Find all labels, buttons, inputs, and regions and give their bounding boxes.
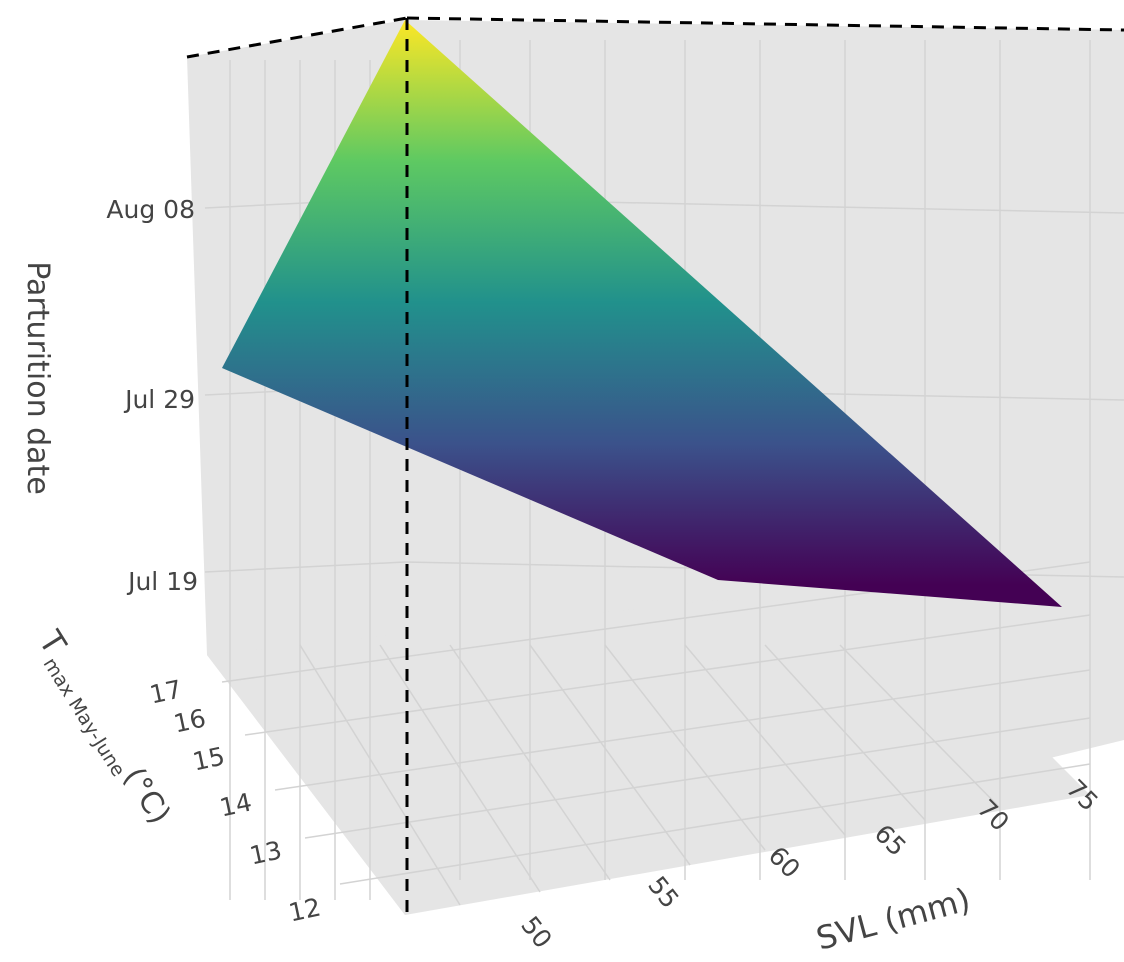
y-tick-label: 13 xyxy=(247,836,284,871)
floor-pane xyxy=(207,600,1090,915)
y-tick-label: 14 xyxy=(217,788,254,823)
grid-line xyxy=(299,644,461,906)
frame-top-right-line xyxy=(406,16,1124,32)
z-tick-label: Aug 08 xyxy=(106,195,195,224)
grid-line xyxy=(839,644,1001,809)
y-axis-title-unit: (°C) xyxy=(116,761,177,830)
y-axis-title: T max May-June (°C) xyxy=(31,623,177,830)
z-tick-label: Jul 29 xyxy=(123,385,195,414)
x-tick-label: 55 xyxy=(642,871,684,914)
y-axis-title-main: T xyxy=(31,623,74,661)
y-tick-label: 15 xyxy=(190,742,227,777)
y-tick-label: 12 xyxy=(286,893,323,928)
grid-line xyxy=(449,644,611,881)
frame-top-left-line xyxy=(186,16,408,59)
z-axis-title: Parturition date xyxy=(20,261,55,495)
y-tick-label: 16 xyxy=(171,704,208,739)
x-tick-label: 50 xyxy=(515,911,557,954)
grid-line xyxy=(529,644,691,866)
y-axis-title-sub: max May-June xyxy=(39,654,130,781)
grid-line xyxy=(304,717,1091,839)
x-axis-title: SVL (mm) xyxy=(812,880,974,957)
grid-line xyxy=(764,644,926,821)
grid-line xyxy=(204,561,406,573)
grid-line xyxy=(244,614,1091,736)
z-tick-label: Jul 19 xyxy=(126,567,198,596)
y-tick-label: 17 xyxy=(147,675,184,710)
grid-line xyxy=(379,644,541,893)
grid-line xyxy=(684,644,846,836)
grid-line xyxy=(274,669,1091,791)
grid-line xyxy=(339,763,1091,885)
surface-plane xyxy=(222,20,1062,607)
grid-line xyxy=(604,644,766,851)
